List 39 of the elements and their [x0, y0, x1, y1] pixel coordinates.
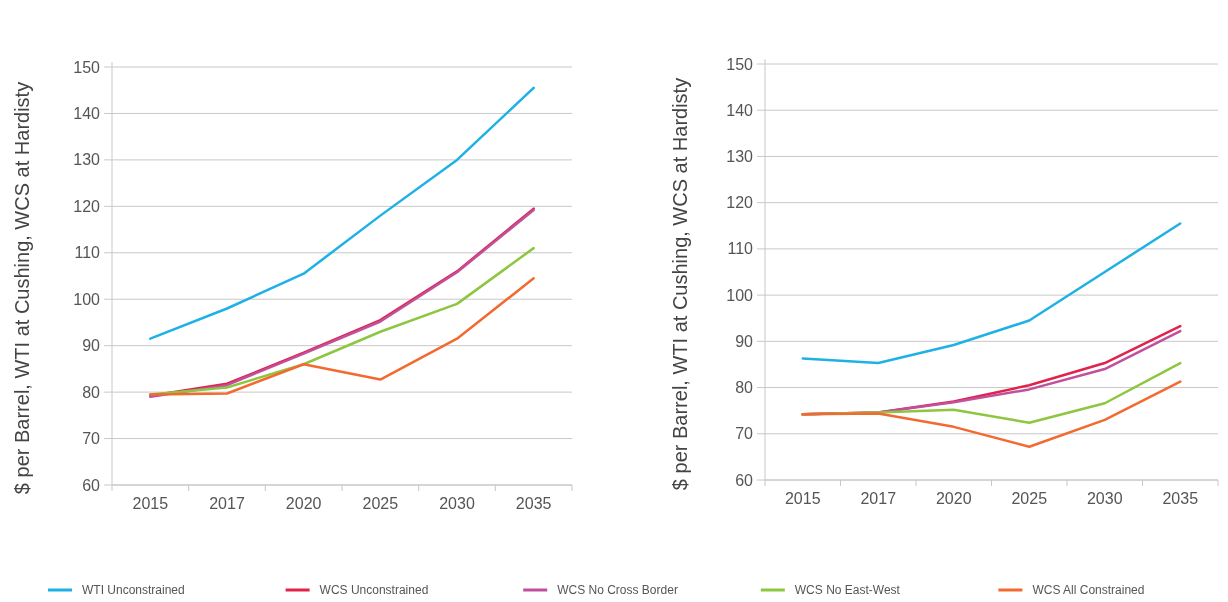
y-tick-label: 140: [726, 101, 754, 119]
y-tick-label: 150: [726, 55, 754, 73]
x-tick-label: 2017: [209, 495, 245, 512]
legend-label: WCS No Cross Border: [557, 583, 678, 598]
legend-label: WCS Unconstrained: [319, 583, 429, 598]
legend-label: WCS No East-West: [794, 583, 901, 598]
y-tick-label: 100: [73, 290, 101, 308]
x-tick-label: 2030: [439, 495, 475, 512]
x-tick-label: 2020: [935, 490, 972, 507]
x-tick-label: 2025: [362, 495, 399, 512]
y-tick-label: 90: [82, 337, 101, 355]
y-tick-label: 80: [82, 383, 101, 401]
x-tick-label: 2015: [784, 490, 821, 507]
y-tick-label: 130: [73, 151, 101, 169]
x-tick-label: 2017: [860, 490, 897, 507]
y-tick-label: 130: [726, 148, 754, 166]
x-tick-label: 2035: [515, 495, 552, 512]
y-tick-label: 110: [74, 244, 101, 262]
legend-label: WTI Unconstrained: [82, 583, 185, 598]
x-tick-label: 2025: [1011, 490, 1048, 507]
y-axis-title: $ per Barrel, WTI at Cushing, WCS at Hardisty: [11, 81, 33, 495]
x-tick-label: 2015: [132, 495, 169, 512]
y-tick-label: 80: [735, 379, 754, 397]
y-tick-label: 140: [73, 105, 101, 123]
x-tick-label: 2020: [285, 495, 322, 512]
y-tick-label: 110: [727, 240, 754, 258]
y-tick-label: 60: [82, 476, 101, 494]
y-tick-label: 120: [73, 197, 101, 215]
x-tick-label: 2035: [1162, 490, 1199, 507]
y-tick-label: 90: [735, 332, 754, 350]
y-tick-label: 70: [82, 430, 101, 448]
y-tick-label: 150: [73, 58, 101, 76]
y-tick-label: 70: [735, 425, 754, 443]
y-axis-title: $ per Barrel, WTI at Cushing, WCS at Hardisty: [669, 77, 691, 491]
x-tick-label: 2030: [1086, 490, 1123, 507]
y-tick-label: 120: [726, 194, 754, 212]
legend-label: WCS All Constrained: [1032, 583, 1145, 598]
y-tick-label: 60: [735, 471, 754, 489]
y-tick-label: 100: [726, 286, 754, 304]
